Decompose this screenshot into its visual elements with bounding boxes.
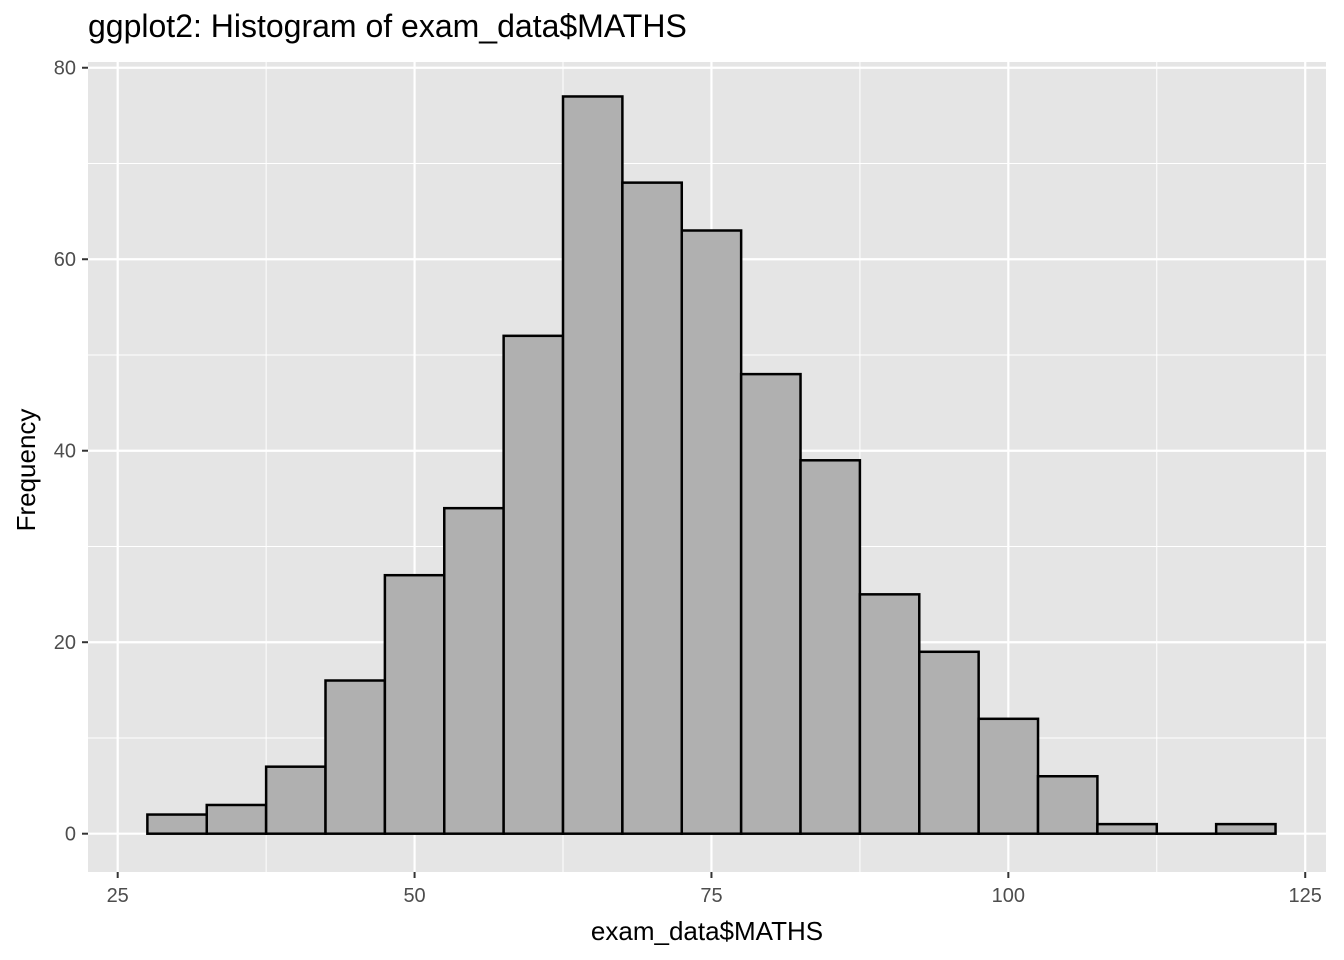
x-axis-title: exam_data$MATHS xyxy=(591,916,823,946)
histogram-bar xyxy=(1096,822,1159,835)
chart-title: ggplot2: Histogram of exam_data$MATHS xyxy=(88,8,687,44)
x-tick-label: 75 xyxy=(700,885,722,907)
histogram-bar xyxy=(383,573,446,835)
histogram-bar xyxy=(858,593,921,835)
x-tick-label: 25 xyxy=(107,885,129,907)
x-tick-label: 125 xyxy=(1289,885,1322,907)
histogram-bar xyxy=(443,506,505,835)
histogram-bar xyxy=(977,717,1040,835)
x-axis: 25 50 75 100 125 xyxy=(107,872,1322,907)
histogram-bar xyxy=(561,95,624,835)
y-axis: 0 20 40 60 80 xyxy=(54,58,88,846)
y-tick-label: 40 xyxy=(54,441,76,463)
histogram-bar xyxy=(739,372,802,835)
histogram-bar xyxy=(621,181,684,835)
histogram-bar xyxy=(1036,775,1099,835)
histogram-bar xyxy=(1214,822,1277,835)
y-tick-label: 60 xyxy=(54,249,76,271)
y-tick-label: 80 xyxy=(54,58,76,80)
y-axis-title: Frequency xyxy=(11,409,41,532)
histogram-bar xyxy=(205,803,268,835)
histogram-bar xyxy=(799,459,862,835)
histogram-bar xyxy=(918,650,980,835)
histogram-bar xyxy=(502,334,565,835)
histogram-bar xyxy=(324,679,387,835)
x-tick-label: 50 xyxy=(403,885,425,907)
histogram-bar xyxy=(264,765,327,835)
y-tick-label: 20 xyxy=(54,632,76,654)
x-tick-label: 100 xyxy=(992,885,1025,907)
histogram-bars xyxy=(146,95,1277,835)
histogram-bar xyxy=(680,229,743,835)
y-tick-label: 0 xyxy=(65,824,76,846)
histogram-bar xyxy=(146,813,209,835)
